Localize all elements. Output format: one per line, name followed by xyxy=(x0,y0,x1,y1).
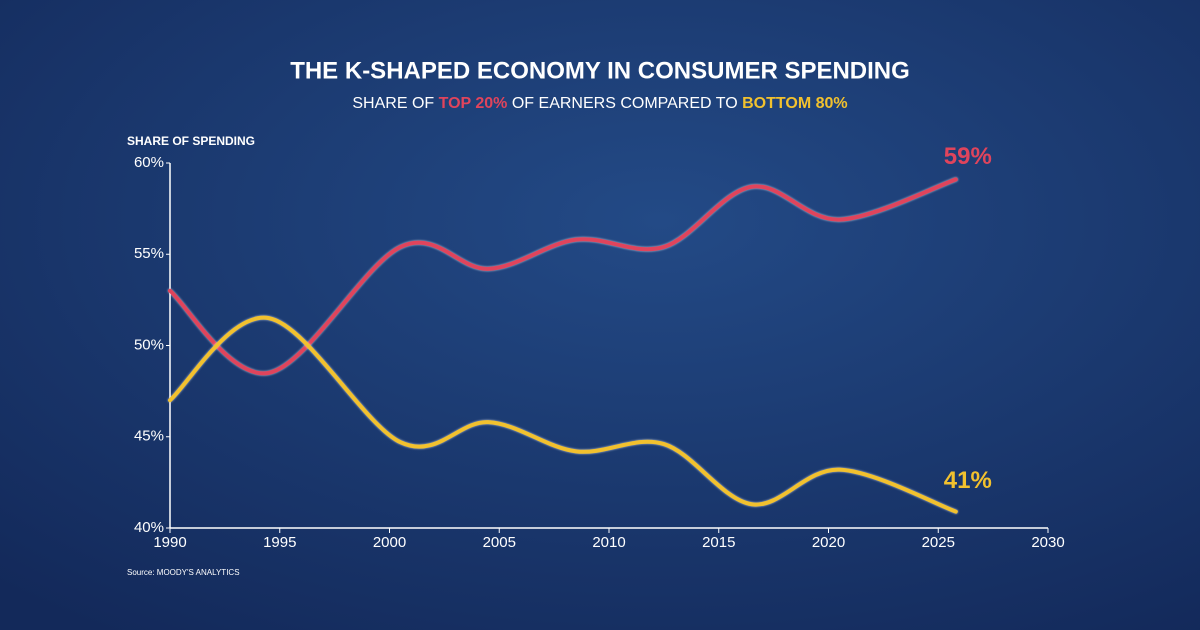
x-tick-label: 2005 xyxy=(483,534,516,551)
x-tick-label: 2010 xyxy=(592,534,625,551)
line xyxy=(168,315,958,514)
subtitle-series: TOP 20% xyxy=(439,95,508,112)
y-axis-label: SHARE OF SPENDING xyxy=(127,134,255,148)
end-label: 41% xyxy=(944,467,992,494)
y-tick-label: 60% xyxy=(134,154,164,171)
y-tick-label: 45% xyxy=(134,428,164,445)
x-tick-label: 2025 xyxy=(922,534,955,551)
y-tick-label: 40% xyxy=(134,519,164,536)
subtitle-text: SHARE OF xyxy=(352,95,434,112)
subtitle-series: BOTTOM 80% xyxy=(742,95,848,112)
subtitle-text: OF EARNERS COMPARED TO xyxy=(512,95,738,112)
y-tick-label: 50% xyxy=(134,336,164,353)
subtitle: SHARE OF TOP 20% OF EARNERS COMPARED TO … xyxy=(352,95,847,112)
source: Source: MOODY'S ANALYTICS xyxy=(127,568,240,577)
chart-title: THE K-SHAPED ECONOMY IN CONSUMER SPENDIN… xyxy=(290,57,910,84)
x-tick-label: 2020 xyxy=(812,534,845,551)
x-tick-label: 2030 xyxy=(1031,534,1064,551)
x-tick-label: 1990 xyxy=(153,534,186,551)
x-tick-label: 2000 xyxy=(373,534,406,551)
line xyxy=(168,177,958,376)
x-tick-label: 2015 xyxy=(702,534,735,551)
y-tick-label: 55% xyxy=(134,245,164,262)
x-tick-label: 1995 xyxy=(263,534,296,551)
end-label: 59% xyxy=(944,143,992,170)
